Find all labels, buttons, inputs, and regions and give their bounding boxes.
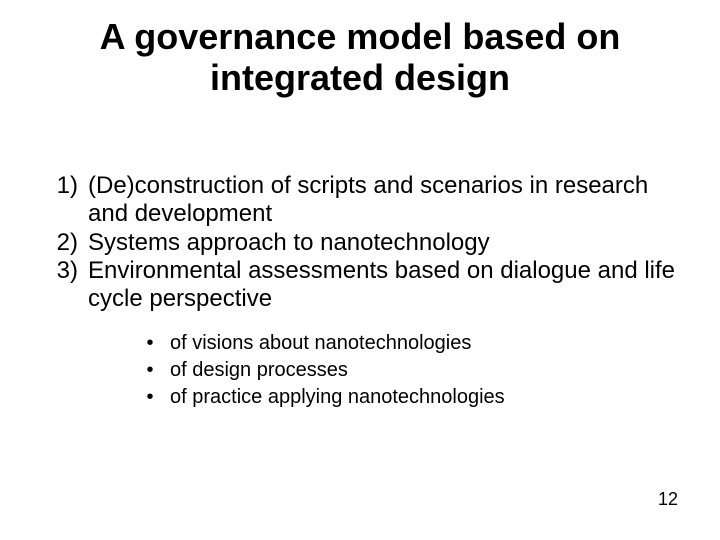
slide: A governance model based on integrated d… [0, 0, 720, 540]
numbered-list: 1) (De)construction of scripts and scena… [48, 172, 688, 314]
bullet-text: of visions about nanotechnologies [170, 330, 650, 357]
list-item: • of visions about nanotechnologies [130, 330, 650, 357]
list-marker: 3) [48, 257, 88, 314]
list-text: Environmental assessments based on dialo… [88, 257, 688, 314]
bullet-icon: • [130, 357, 170, 384]
bullet-text: of design processes [170, 357, 650, 384]
title-line-2: integrated design [210, 57, 510, 98]
list-item: • of design processes [130, 357, 650, 384]
list-item: • of practice applying nanotechnologies [130, 384, 650, 411]
page-number: 12 [658, 489, 678, 510]
bullet-list: • of visions about nanotechnologies • of… [130, 330, 650, 411]
bullet-icon: • [130, 384, 170, 411]
list-item: 2) Systems approach to nanotechnology [48, 229, 688, 257]
list-marker: 2) [48, 229, 88, 257]
slide-title: A governance model based on integrated d… [0, 16, 720, 99]
bullet-text: of practice applying nanotechnologies [170, 384, 650, 411]
list-item: 3) Environmental assessments based on di… [48, 257, 688, 314]
list-marker: 1) [48, 172, 88, 229]
list-text: (De)construction of scripts and scenario… [88, 172, 688, 229]
bullet-icon: • [130, 330, 170, 357]
title-line-1: A governance model based on [100, 16, 621, 57]
list-item: 1) (De)construction of scripts and scena… [48, 172, 688, 229]
list-text: Systems approach to nanotechnology [88, 229, 688, 257]
